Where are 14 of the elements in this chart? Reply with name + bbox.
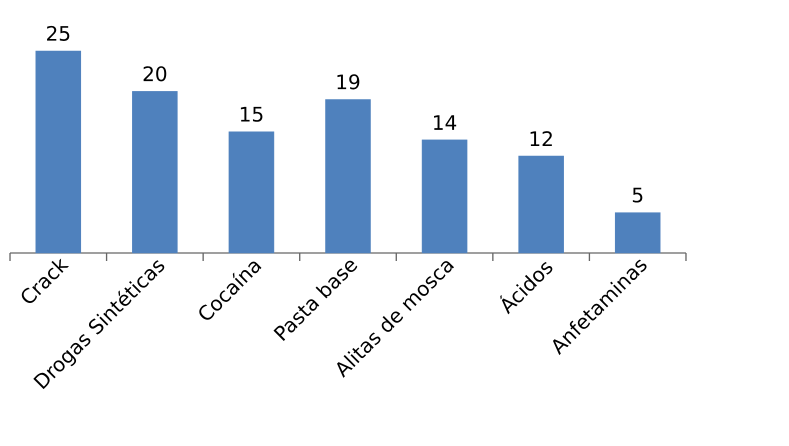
data-label: 20: [144, 66, 166, 82]
bar: [614, 212, 660, 254]
bar: [518, 156, 564, 254]
data-label: 14: [434, 115, 456, 130]
bar: [422, 140, 468, 254]
bar: [228, 132, 274, 254]
data-label: 12: [530, 131, 552, 146]
data-label: 5: [632, 188, 642, 203]
data-label: 15: [240, 106, 262, 122]
bar: [325, 99, 371, 254]
bar: [36, 50, 82, 254]
bar: [132, 91, 178, 254]
data-label: 19: [337, 74, 360, 90]
data-label: 25: [47, 26, 70, 41]
